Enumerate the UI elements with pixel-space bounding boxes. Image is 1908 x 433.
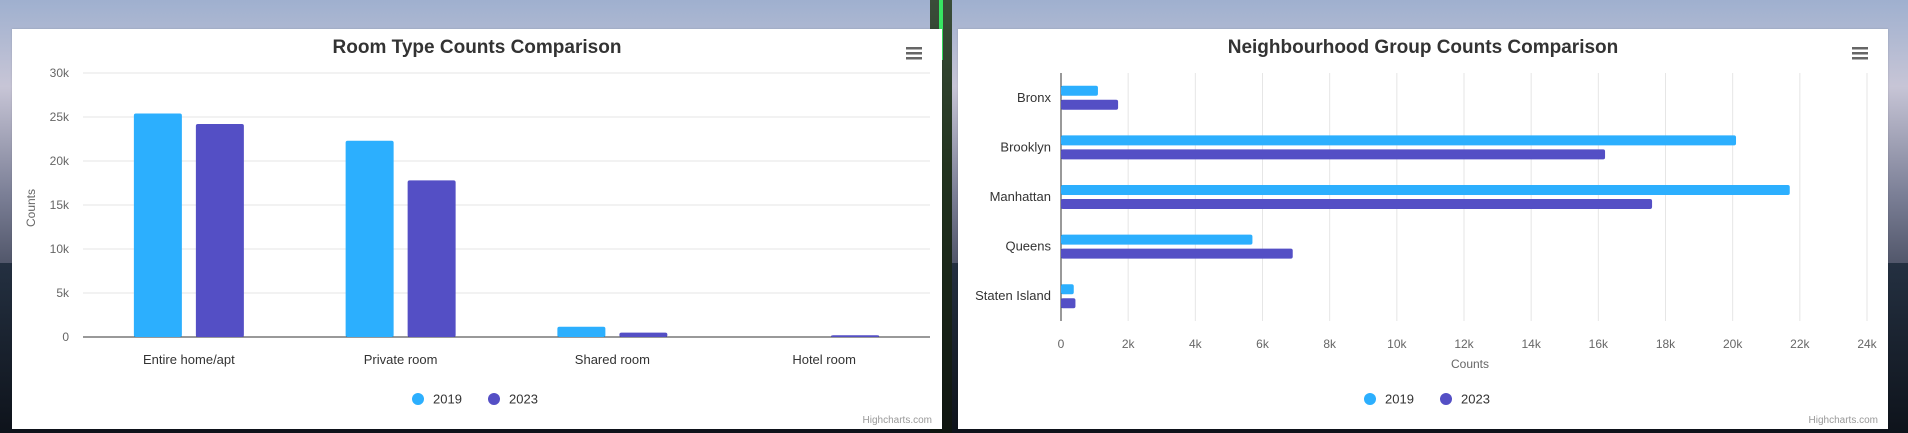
bar-2023[interactable] [1061, 149, 1606, 160]
y-tick-label: 10k [50, 242, 70, 256]
hamburger-menu-icon [906, 47, 922, 50]
x-tick-label: 10k [1387, 337, 1407, 351]
bar-2019[interactable] [1061, 185, 1790, 195]
y-axis-title: Counts [24, 189, 38, 227]
room-type-chart-panel: Room Type Counts Comparison Counts 0 5k 10… [12, 29, 942, 429]
legend-item-2023[interactable]: 2023 [1440, 392, 1490, 407]
legend-item-2023[interactable]: 2023 [488, 392, 538, 407]
y-category-label: Queens [1005, 239, 1051, 254]
bar-2023[interactable] [1061, 99, 1119, 110]
bar-2023[interactable] [195, 124, 244, 337]
y-tick-label: 0 [62, 330, 69, 344]
legend-item-2019[interactable]: 2019 [1364, 392, 1414, 407]
chart-menu-button[interactable] [1848, 42, 1872, 64]
x-axis-title: Counts [1451, 357, 1489, 371]
x-tick-label: 20k [1723, 337, 1743, 351]
bar-2023[interactable] [1061, 248, 1293, 259]
legend-item-2019[interactable]: 2019 [412, 392, 462, 407]
y-tick-label: 15k [50, 198, 70, 212]
bar-2019[interactable] [1061, 284, 1074, 295]
bar-2023[interactable] [1061, 298, 1076, 309]
y-tick-label: 5k [56, 286, 70, 300]
bar-2023[interactable] [407, 180, 456, 337]
x-tick-label: 12k [1454, 337, 1474, 351]
chart-menu-button[interactable] [902, 42, 926, 64]
chart-title: Room Type Counts Comparison [333, 37, 622, 58]
bar-2023[interactable] [831, 335, 880, 337]
bar-2019[interactable] [133, 113, 182, 337]
x-tick-label: 2k [1122, 337, 1136, 351]
bar-2019[interactable] [1061, 135, 1737, 146]
neighbourhood-chart: Neighbourhood Group Counts Comparison Co… [975, 37, 1878, 426]
legend-label: 2023 [1461, 392, 1490, 407]
x-category-label: Private room [364, 352, 438, 367]
credits-link[interactable]: Highcharts.com [863, 415, 932, 426]
bar-2019[interactable] [345, 140, 394, 337]
bar-2019[interactable] [557, 326, 606, 337]
x-category-label: Shared room [575, 352, 650, 367]
x-tick-label: 4k [1189, 337, 1203, 351]
x-tick-label: 6k [1256, 337, 1270, 351]
legend-label: 2019 [1385, 392, 1414, 407]
chart-title: Neighbourhood Group Counts Comparison [1228, 37, 1619, 58]
x-tick-label: 16k [1589, 337, 1609, 351]
room-type-chart: Room Type Counts Comparison Counts 0 5k 10… [24, 37, 932, 426]
x-tick-label: 22k [1790, 337, 1810, 351]
bar-2023[interactable] [619, 332, 668, 337]
legend-label: 2023 [509, 392, 538, 407]
y-category-label: Brooklyn [1000, 139, 1051, 154]
x-tick-label: 8k [1323, 337, 1337, 351]
y-category-label: Manhattan [990, 189, 1051, 204]
bar-2023[interactable] [1061, 199, 1653, 209]
y-tick-label: 25k [50, 110, 70, 124]
y-category-label: Staten Island [975, 288, 1051, 303]
y-tick-label: 20k [50, 154, 70, 168]
x-tick-label: 0 [1058, 337, 1065, 351]
hamburger-menu-icon [1852, 47, 1868, 50]
x-tick-label: 24k [1857, 337, 1877, 351]
x-category-label: Hotel room [792, 352, 856, 367]
x-category-label: Entire home/apt [143, 352, 235, 367]
credits-link[interactable]: Highcharts.com [1809, 415, 1878, 426]
y-tick-label: 30k [50, 66, 70, 80]
x-tick-label: 14k [1521, 337, 1541, 351]
y-category-label: Bronx [1017, 90, 1051, 105]
neighbourhood-chart-panel: Neighbourhood Group Counts Comparison Co… [958, 29, 1888, 429]
bar-2019[interactable] [1061, 85, 1098, 96]
legend-label: 2019 [433, 392, 462, 407]
x-tick-label: 18k [1656, 337, 1676, 351]
bar-2019[interactable] [1061, 234, 1253, 245]
